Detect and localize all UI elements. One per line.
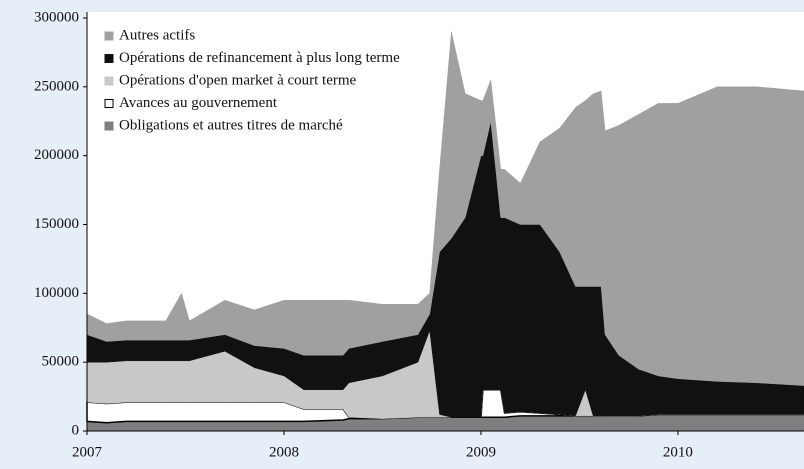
x-tick-label: 2009 bbox=[466, 444, 496, 460]
legend-label: Obligations et autres titres de marché bbox=[119, 117, 343, 133]
legend-label: Opérations de refinancement à plus long … bbox=[119, 50, 400, 66]
legend-swatch bbox=[104, 121, 114, 131]
y-tick-label: 150000 bbox=[34, 216, 79, 232]
legend-label: Autres actifs bbox=[119, 27, 195, 43]
y-tick-label: 200000 bbox=[34, 147, 79, 163]
legend-swatch bbox=[104, 76, 114, 86]
legend-label: Opérations d'open market à court terme bbox=[119, 72, 357, 88]
y-tick-label: 0 bbox=[72, 422, 80, 438]
legend-label: Avances au gouvernement bbox=[119, 95, 278, 111]
legend-swatch bbox=[104, 31, 114, 41]
legend-swatch bbox=[104, 54, 114, 63]
x-tick-label: 2007 bbox=[72, 444, 103, 460]
legend-swatch bbox=[104, 99, 114, 108]
y-tick-label: 100000 bbox=[34, 285, 79, 301]
y-tick-label: 50000 bbox=[42, 354, 80, 370]
area bbox=[86, 31, 804, 386]
x-tick-label: 2008 bbox=[269, 444, 299, 460]
x-tick-label: 2010 bbox=[663, 444, 693, 460]
y-tick-label: 250000 bbox=[34, 78, 79, 94]
y-tick-label: 300000 bbox=[34, 9, 79, 25]
